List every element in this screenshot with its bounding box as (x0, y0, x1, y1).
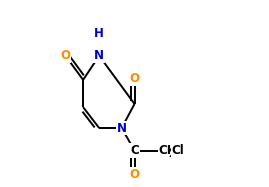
Text: N: N (117, 122, 127, 134)
Text: CH: CH (159, 144, 177, 157)
Text: N: N (94, 49, 104, 62)
Text: Cl: Cl (172, 144, 185, 157)
Text: C: C (130, 144, 139, 157)
Text: H: H (94, 27, 104, 40)
Text: 2: 2 (169, 151, 175, 160)
Text: O: O (129, 168, 140, 181)
Text: O: O (61, 49, 70, 62)
Text: O: O (129, 72, 140, 85)
